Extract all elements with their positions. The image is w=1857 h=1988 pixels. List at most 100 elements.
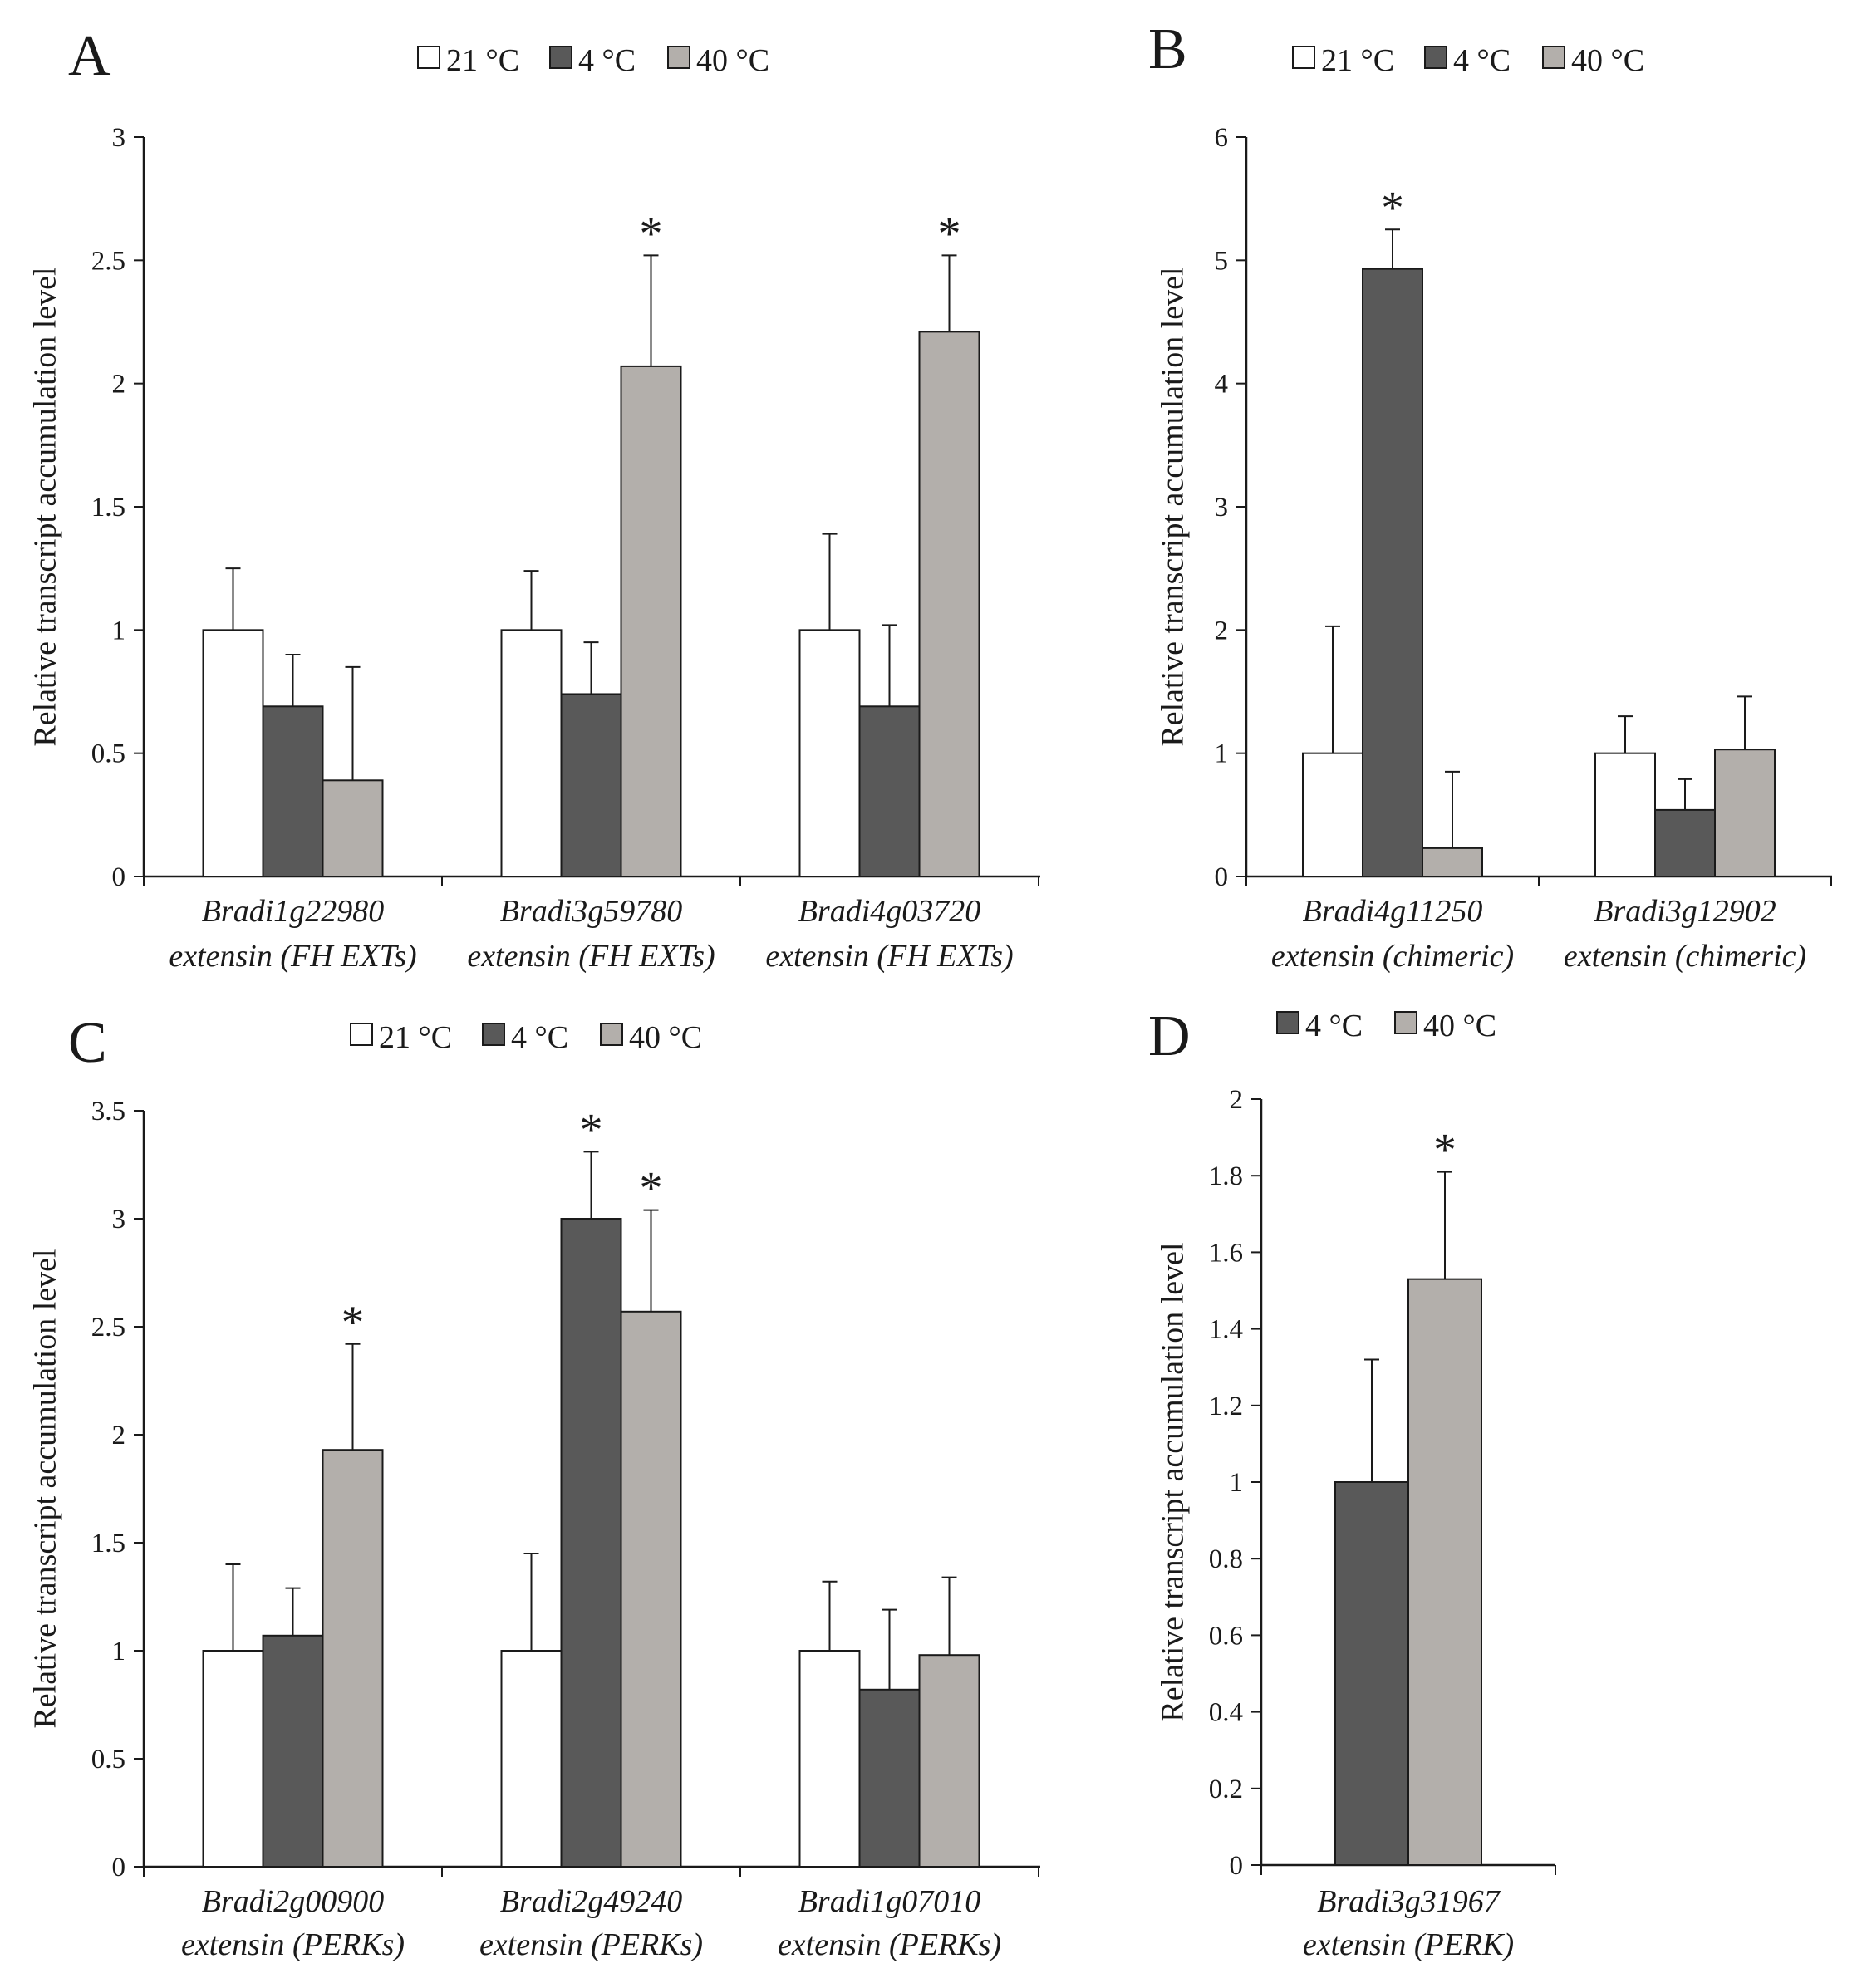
panel-letter: C	[68, 1011, 107, 1075]
legend-swatch	[482, 1023, 505, 1046]
y-tick-label: 0.4	[1209, 1698, 1243, 1728]
y-tick-label: 3	[1215, 493, 1229, 523]
y-tick-label: 1	[112, 616, 126, 645]
bar	[1334, 1481, 1409, 1866]
y-tick-label: 1	[112, 1637, 126, 1666]
panel-letter: A	[68, 24, 111, 88]
bar	[620, 365, 682, 877]
legend-label: 4 °C	[578, 43, 636, 78]
x-category-sublabel: extensin (PERKs)	[479, 1927, 703, 1962]
x-category-label: Bradi1g22980	[202, 894, 385, 929]
legend-swatch	[417, 46, 440, 69]
x-category-sublabel: extensin (FH EXTs)	[169, 939, 416, 974]
legend-swatch	[1542, 46, 1565, 69]
bar	[262, 1634, 324, 1868]
y-tick-label: 0.2	[1209, 1774, 1243, 1804]
bar	[858, 1688, 921, 1868]
panel-a: A 21 °C 4 °C 40 °C 0 0.5 1 1.5 2 2.5 3 Relative tra…	[27, 24, 1040, 974]
y-axis-label: Relative transcript accumulation level	[27, 267, 62, 746]
bar	[322, 779, 384, 877]
significance-marker: *	[640, 208, 663, 259]
x-category-sublabel: extensin (FH EXTs)	[765, 939, 1013, 974]
x-category-label: Bradi1g07010	[798, 1884, 981, 1919]
x-category-label: Bradi2g49240	[500, 1884, 683, 1919]
bar	[322, 1449, 384, 1868]
significance-marker: *	[938, 208, 961, 259]
y-tick-label: 1	[1230, 1468, 1244, 1498]
x-category-sublabel: extensin (PERKs)	[778, 1927, 1001, 1962]
legend-label: 4 °C	[511, 1020, 568, 1055]
y-tick-label: 0.6	[1209, 1621, 1243, 1651]
bar	[1422, 847, 1483, 878]
bar	[560, 693, 622, 878]
y-tick-label: 2.5	[91, 246, 125, 276]
y-tick-label: 0.8	[1209, 1544, 1243, 1574]
y-tick-label: 0	[1230, 1851, 1244, 1881]
significance-marker: *	[1433, 1125, 1457, 1176]
legend-label: 4 °C	[1453, 43, 1511, 78]
y-tick-label: 2	[1215, 616, 1229, 645]
y-tick-label: 0	[112, 1853, 126, 1882]
x-category-sublabel: extensin (chimeric)	[1271, 939, 1514, 974]
y-tick-label: 1.8	[1209, 1161, 1243, 1191]
bar	[798, 629, 861, 877]
panel-letter: D	[1148, 1004, 1191, 1068]
bar	[918, 331, 980, 878]
legend-swatch	[1276, 1011, 1299, 1034]
y-tick-label: 0	[112, 862, 126, 892]
bar	[858, 705, 921, 877]
y-tick-label: 5	[1215, 246, 1229, 276]
x-category-label: Bradi4g11250	[1303, 894, 1483, 929]
legend-swatch	[549, 46, 572, 69]
y-tick-label: 2	[112, 1421, 126, 1451]
legend-label: 21 °C	[446, 43, 519, 78]
y-tick-label: 0.5	[91, 1745, 125, 1774]
legend-swatch	[1424, 46, 1447, 69]
bar	[202, 629, 264, 877]
bar	[202, 1650, 264, 1868]
y-tick-label: 2	[1230, 1085, 1244, 1115]
y-tick-label: 3	[112, 123, 126, 153]
y-tick-label: 6	[1215, 123, 1229, 153]
bar	[560, 1218, 622, 1868]
panel-d: D 4 °C 40 °C 0 0.2 0.4 0.6 0.8 1 1.2 1.4 1.6 1.8 2 Rel…	[1148, 1004, 1556, 1962]
bar	[1362, 268, 1423, 877]
bar	[918, 1654, 980, 1868]
y-axis-label: Relative transcript accumulation level	[27, 1249, 62, 1728]
panel-b: B 21 °C 4 °C 40 °C 0 1 2 3 4 5 6 Relative transcrip…	[1148, 17, 1832, 974]
y-tick-label: 1.5	[91, 493, 125, 523]
y-axis-label: Relative transcript accumulation level	[1155, 1242, 1190, 1721]
legend-label: 21 °C	[1321, 43, 1394, 78]
legend-label: 21 °C	[379, 1020, 452, 1055]
legend-label: 40 °C	[1571, 43, 1644, 78]
y-tick-label: 1.2	[1209, 1392, 1243, 1421]
bar	[1407, 1278, 1482, 1867]
significance-marker: *	[1381, 182, 1404, 233]
panel-c: C 21 °C 4 °C 40 °C 0 0.5 1 1.5 2 2.5 3 3.5 Relative …	[27, 1011, 1040, 1962]
y-tick-label: 1.5	[91, 1529, 125, 1558]
legend-label: 40 °C	[696, 43, 769, 78]
legend-swatch	[1292, 46, 1315, 69]
y-tick-label: 3	[112, 1205, 126, 1235]
bar	[1714, 749, 1776, 878]
y-tick-label: 1.6	[1209, 1238, 1243, 1268]
y-tick-label: 3.5	[91, 1097, 125, 1127]
bar	[620, 1310, 682, 1868]
legend-label: 40 °C	[629, 1020, 702, 1055]
y-tick-label: 1	[1215, 739, 1229, 769]
bar	[262, 705, 324, 877]
bar	[1654, 808, 1716, 878]
bar	[1302, 752, 1363, 878]
significance-marker: *	[580, 1104, 603, 1156]
legend-label: 4 °C	[1305, 1009, 1363, 1043]
y-axis-label: Relative transcript accumulation level	[1155, 267, 1190, 746]
bar	[1594, 752, 1656, 878]
y-tick-label: 0.5	[91, 739, 125, 769]
legend-swatch	[600, 1023, 623, 1046]
legend-label: 40 °C	[1423, 1009, 1496, 1043]
x-category-sublabel: extensin (chimeric)	[1564, 939, 1806, 974]
x-category-label: Bradi2g00900	[202, 1884, 385, 1919]
x-category-sublabel: extensin (FH EXTs)	[467, 939, 715, 974]
x-category-label: Bradi3g12902	[1594, 894, 1776, 929]
